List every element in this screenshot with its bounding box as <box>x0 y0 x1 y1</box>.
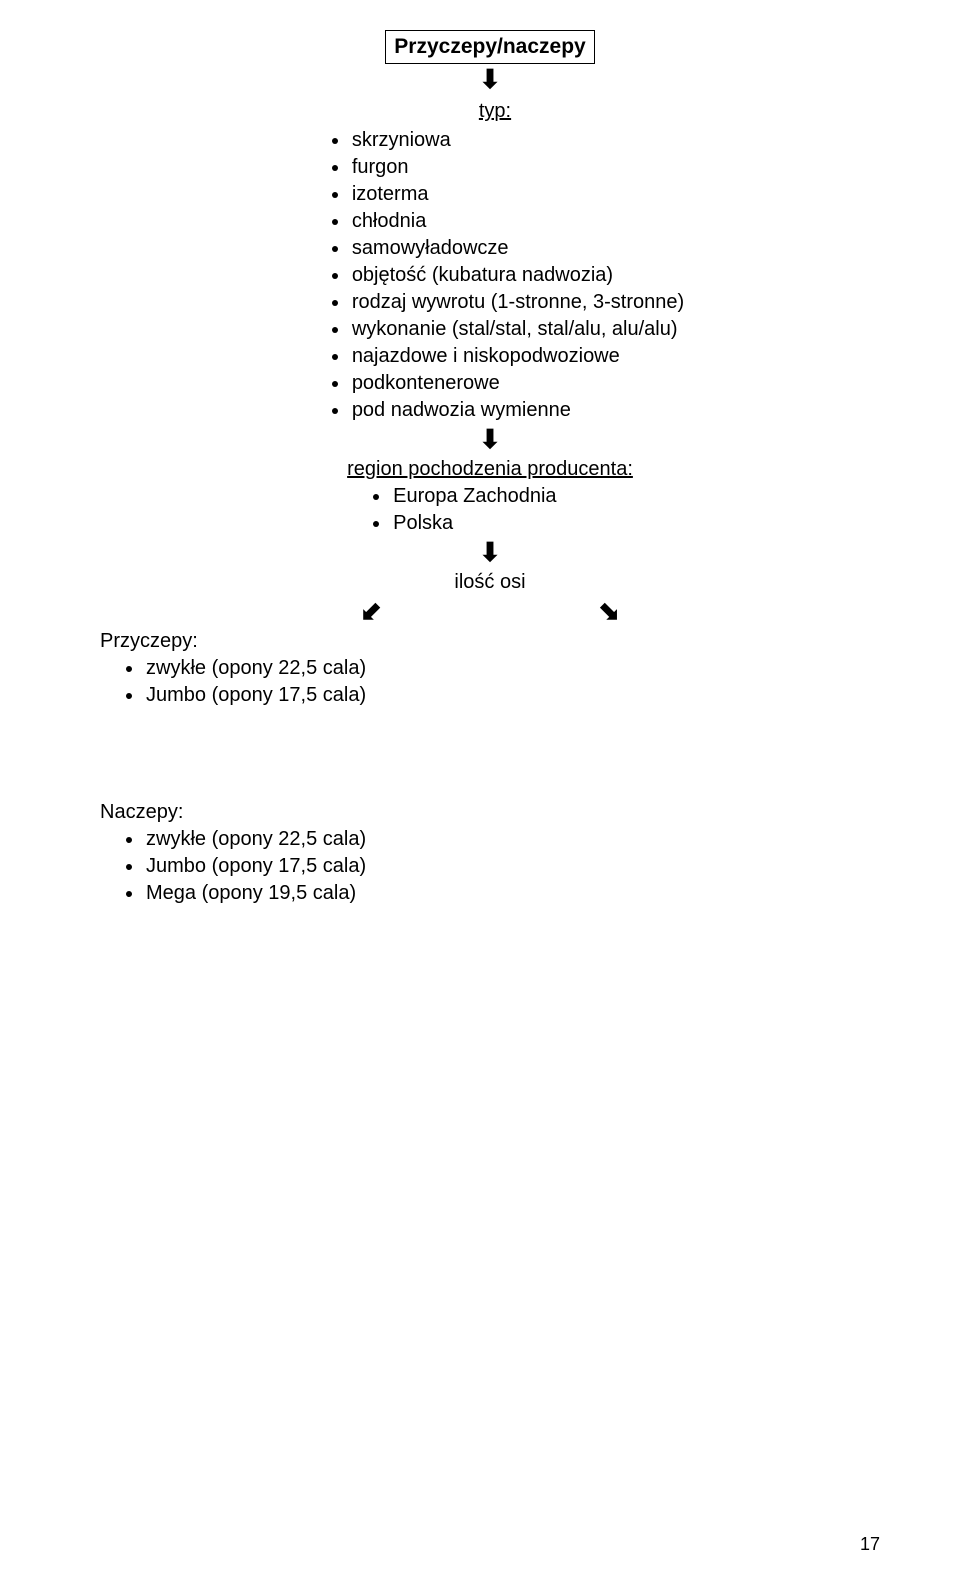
typ-heading: typ: <box>306 98 684 125</box>
typ-wrapper: typ: skrzyniowa furgon izoterma chłodnia… <box>100 98 880 424</box>
region-wrapper: region pochodzenia producenta: Europa Za… <box>100 456 880 537</box>
typ-sublist: objętość (kubatura nadwozia) rodzaj wywr… <box>306 262 684 424</box>
ilosc-osi-label: ilość osi <box>100 569 880 596</box>
naczepy-heading: Naczepy: <box>100 799 880 826</box>
naczepy-list: zwykłe (opony 22,5 cala) Jumbo (opony 17… <box>100 826 880 907</box>
arrow-after-title: ⬇ <box>100 66 880 92</box>
naczepy-block: Naczepy: zwykłe (opony 22,5 cala) Jumbo … <box>100 799 880 907</box>
page: Przyczepy/naczepy ⬇ typ: skrzyniowa furg… <box>0 0 960 1586</box>
typ-list: skrzyniowa furgon izoterma chłodnia samo… <box>306 127 684 262</box>
typ-item: samowyładowcze <box>350 235 684 262</box>
typ-block: typ: skrzyniowa furgon izoterma chłodnia… <box>306 98 684 424</box>
przyczepy-block: Przyczepy: zwykłe (opony 22,5 cala) Jumb… <box>100 628 880 709</box>
typ-item: izoterma <box>350 181 684 208</box>
region-item: Polska <box>391 510 633 537</box>
naczepy-item: Jumbo (opony 17,5 cala) <box>144 853 880 880</box>
region-item: Europa Zachodnia <box>391 483 633 510</box>
przyczepy-item: Jumbo (opony 17,5 cala) <box>144 682 880 709</box>
arrow-down-right-icon: ⬊ <box>598 598 620 624</box>
typ-subitem: najazdowe i niskopodwoziowe <box>350 343 684 370</box>
przyczepy-list: zwykłe (opony 22,5 cala) Jumbo (opony 17… <box>100 655 880 709</box>
typ-subitem: podkontenerowe <box>350 370 684 397</box>
region-block: region pochodzenia producenta: Europa Za… <box>347 456 633 537</box>
arrow-after-region: ⬇ <box>100 539 880 565</box>
diagonal-arrows: ⬋ ⬊ <box>360 598 620 624</box>
arrow-after-typ: ⬇ <box>100 426 880 452</box>
title-box: Przyczepy/naczepy <box>385 30 594 64</box>
przyczepy-item: zwykłe (opony 22,5 cala) <box>144 655 880 682</box>
przyczepy-heading: Przyczepy: <box>100 628 880 655</box>
naczepy-item: zwykłe (opony 22,5 cala) <box>144 826 880 853</box>
typ-subitem: pod nadwozia wymienne <box>350 397 684 424</box>
region-heading: region pochodzenia producenta: <box>347 456 633 483</box>
typ-item: skrzyniowa <box>350 127 684 154</box>
region-list: Europa Zachodnia Polska <box>347 483 633 537</box>
title-row: Przyczepy/naczepy <box>100 30 880 64</box>
typ-subitem: objętość (kubatura nadwozia) <box>350 262 684 289</box>
typ-item: furgon <box>350 154 684 181</box>
typ-subitem: wykonanie (stal/stal, stal/alu, alu/alu) <box>350 316 684 343</box>
naczepy-item: Mega (opony 19,5 cala) <box>144 880 880 907</box>
page-number: 17 <box>860 1532 880 1556</box>
typ-subitem: rodzaj wywrotu (1-stronne, 3-stronne) <box>350 289 684 316</box>
arrow-down-left-icon: ⬋ <box>360 598 382 624</box>
typ-item: chłodnia <box>350 208 684 235</box>
